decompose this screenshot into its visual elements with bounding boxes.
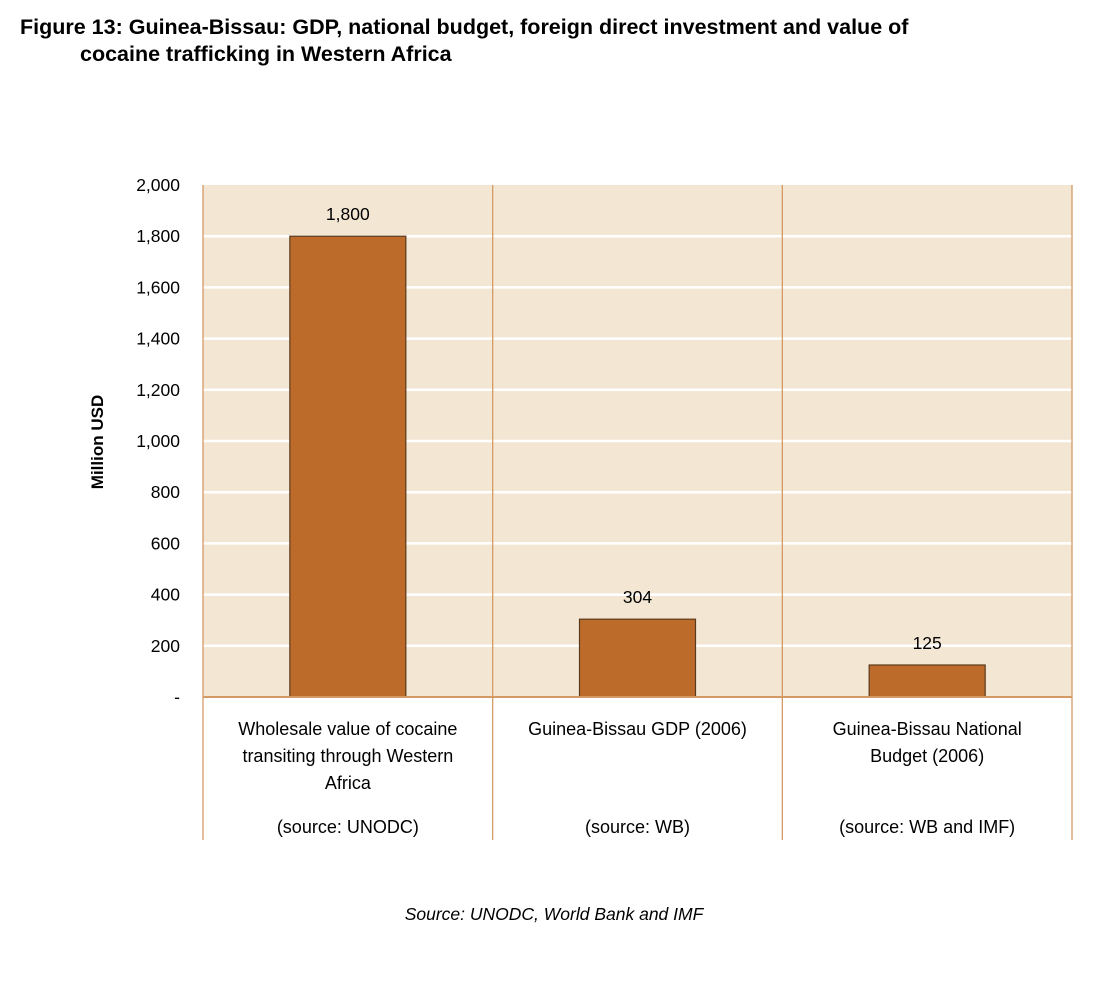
bar	[289, 235, 407, 698]
y-tick-labels: - 200 400 600 800 1,000 1,200 1,400 1,600 1,800 2,…	[136, 175, 180, 707]
y-axis-label: Million USD	[88, 395, 107, 489]
figure-title-line-2: cocaine trafficking in Western Africa	[80, 42, 452, 66]
data-label: 304	[623, 587, 652, 607]
y-tick-label: 1,200	[136, 380, 180, 400]
data-labels: 1,800 304 125	[326, 204, 942, 653]
x-category-label: Guinea-Bissau GDP (2006)	[528, 719, 747, 739]
x-category-label: Wholesale value of cocaine	[238, 719, 457, 739]
y-tick-label: -	[174, 687, 180, 707]
x-category-source: (source: WB and IMF)	[839, 817, 1015, 837]
figure-title-line-1: Figure 13: Guinea-Bissau: GDP, national …	[20, 15, 909, 39]
x-category-source: (source: WB)	[585, 817, 690, 837]
axes	[202, 185, 1073, 840]
figure-title: Figure 13: Guinea-Bissau: GDP, national …	[20, 14, 1100, 68]
y-tick-label: 1,400	[136, 329, 180, 349]
data-label: 125	[913, 633, 942, 653]
x-category-labels: Wholesale value of cocaine transiting thr…	[238, 719, 1021, 837]
bar	[868, 664, 986, 698]
x-category-label: Guinea-Bissau National	[833, 719, 1022, 739]
y-tick-label: 400	[151, 585, 180, 605]
data-label: 1,800	[326, 204, 370, 224]
y-tick-label: 2,000	[136, 175, 180, 195]
y-tick-label: 200	[151, 636, 180, 656]
x-category-source: (source: UNODC)	[277, 817, 419, 837]
x-category-label: Budget (2006)	[870, 746, 984, 766]
x-category-label: transiting through Western	[242, 746, 453, 766]
y-tick-label: 1,000	[136, 431, 180, 451]
bar	[578, 618, 697, 698]
x-category-label: Africa	[325, 773, 372, 793]
source-note: Source: UNODC, World Bank and IMF	[404, 904, 704, 924]
y-tick-label: 800	[151, 482, 180, 502]
y-tick-label: 1,800	[136, 226, 180, 246]
bars	[289, 235, 986, 698]
y-tick-label: 600	[151, 533, 180, 553]
y-tick-label: 1,600	[136, 277, 180, 297]
